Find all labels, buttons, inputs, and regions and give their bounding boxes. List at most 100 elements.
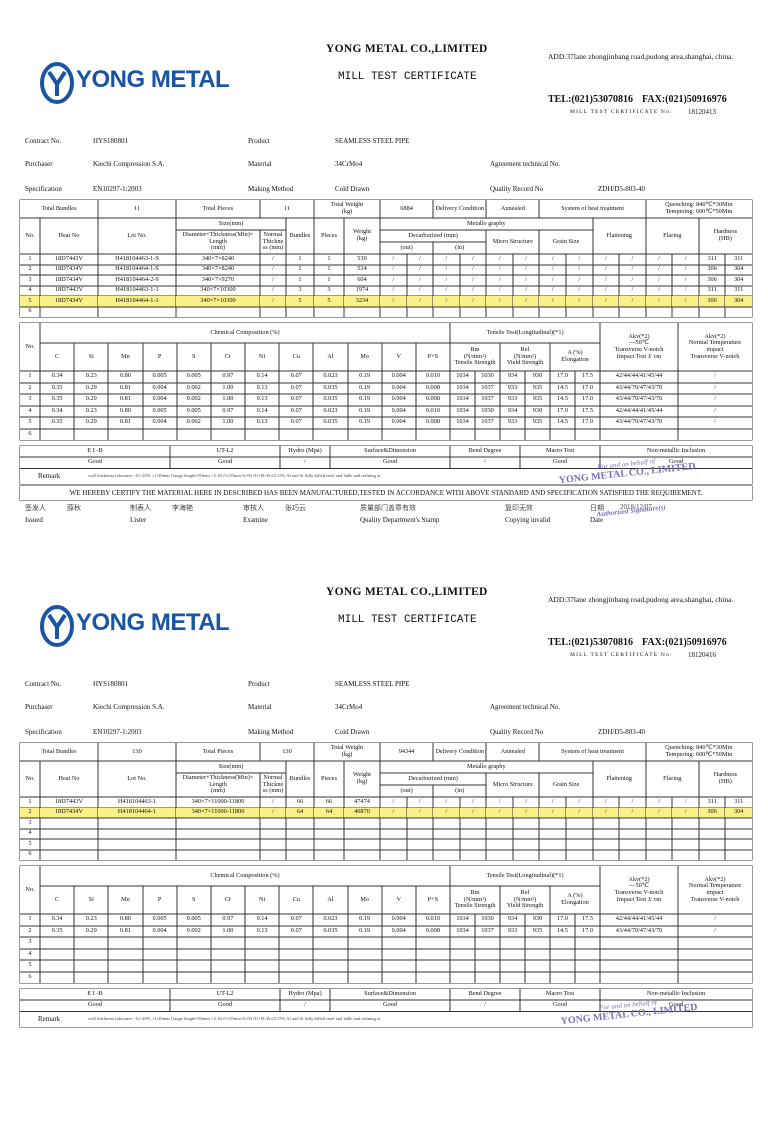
cell [575, 949, 600, 961]
cell: / [260, 254, 286, 265]
cell [286, 850, 314, 861]
cell: Good [330, 457, 450, 468]
cell [344, 829, 380, 840]
cell [513, 839, 540, 850]
cell [407, 818, 434, 829]
cell: V [382, 343, 416, 371]
cell [566, 829, 593, 840]
cell: Macro Test [520, 446, 600, 457]
cell [433, 307, 460, 318]
field-value: Kiechi Compression S.A. [93, 703, 165, 711]
cell: / [460, 286, 487, 297]
cell: Tensile Test(Longitudinal)(*1) [450, 323, 600, 343]
cell: / [513, 265, 540, 276]
cell [450, 972, 475, 984]
cell: 1 [20, 797, 40, 808]
cell [619, 307, 646, 318]
cell [40, 949, 74, 961]
cell: 2 [20, 265, 40, 276]
cell [177, 937, 211, 949]
cell: / [646, 275, 673, 286]
cell [74, 429, 108, 441]
cell: Hydro (Mpa) [280, 446, 330, 457]
logo-mark [40, 62, 74, 104]
cell: 340×7×9270 [176, 275, 260, 286]
cell: Cu [279, 886, 313, 914]
cell: 0.004 [382, 406, 416, 418]
cell: / [486, 286, 513, 297]
cell: / [380, 275, 407, 286]
field-label: Contract No. [25, 680, 62, 688]
cell: Lot No. [98, 761, 176, 797]
cell: 3 [314, 286, 344, 297]
cell: 1034 [450, 926, 475, 938]
cell [344, 307, 380, 318]
cell: 0.14 [245, 914, 279, 926]
cell [525, 429, 550, 441]
cell [245, 937, 279, 949]
cell: / [672, 275, 699, 286]
cell: / [486, 254, 513, 265]
cell: 47474 [344, 797, 380, 808]
cell: Si [74, 343, 108, 371]
cell [40, 429, 74, 441]
cell: / [260, 296, 286, 307]
cell: 6 [20, 429, 40, 441]
cell [348, 960, 382, 972]
cell: / [260, 275, 286, 286]
cell: 0.07 [279, 406, 313, 418]
cell: H418104464-1-S [98, 265, 176, 276]
cell: 1.00 [211, 394, 245, 406]
main-table: Total Bundles 11 Total Pieces 11 Total Weigh… [20, 200, 752, 317]
cell: Annealed [486, 200, 539, 218]
cell: / [450, 457, 520, 468]
cell: No. [20, 761, 40, 797]
cell: / [619, 265, 646, 276]
cell: 0.80 [108, 406, 142, 418]
cell [380, 307, 407, 318]
cell [566, 307, 593, 318]
cell: 17.5 [575, 371, 600, 383]
cell: 17.0 [575, 417, 600, 429]
cell: / [513, 275, 540, 286]
cell [380, 829, 407, 840]
cell: / [539, 265, 566, 276]
cell: Size(mm) [176, 761, 286, 773]
cell: / [380, 254, 407, 265]
cell: 0.34 [40, 371, 74, 383]
cell: (out) [380, 242, 433, 254]
cell [108, 972, 142, 984]
cell: / [486, 275, 513, 286]
sign-label-cn: 质量部门盖章有效 [360, 504, 416, 512]
cell [619, 850, 646, 861]
cell: 0.35 [40, 417, 74, 429]
cell: 933 [500, 394, 525, 406]
cell [646, 839, 673, 850]
cell: Micro Structure [486, 773, 539, 797]
cell [460, 850, 487, 861]
cell: Total Weight (kg) [314, 200, 380, 218]
cell: 0.97 [211, 406, 245, 418]
cell [314, 818, 344, 829]
cell [286, 818, 314, 829]
cell: / [566, 286, 593, 297]
cell [433, 839, 460, 850]
cell: 0.14 [245, 371, 279, 383]
sign-label-en: Examine [243, 516, 268, 524]
cell [176, 818, 260, 829]
cell [407, 307, 434, 318]
cell: Good [170, 457, 280, 468]
cell: Weight (kg) [344, 761, 380, 797]
field-label: Specification [25, 185, 62, 193]
cell [40, 839, 98, 850]
cell [525, 960, 550, 972]
cell: 0.19 [348, 926, 382, 938]
cell: 0.23 [74, 406, 108, 418]
cell: / [260, 797, 286, 808]
cell: Diameter×Thickness(Min)× Length (mm) [176, 230, 260, 254]
tel: TEL:(021)53070816 [548, 637, 633, 648]
cell: Heat No [40, 761, 98, 797]
cell [286, 829, 314, 840]
cell: 0.07 [279, 417, 313, 429]
cell: Mn [108, 886, 142, 914]
